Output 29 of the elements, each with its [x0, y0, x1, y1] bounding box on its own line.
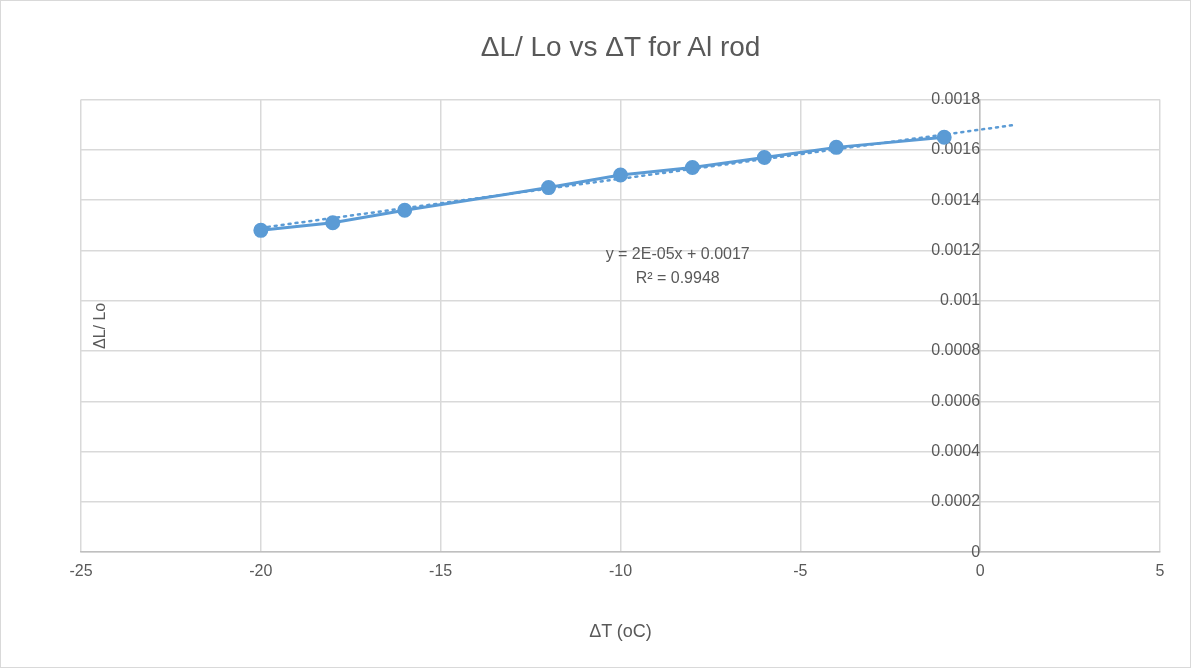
y-tick-label: 0.0004 — [931, 442, 981, 460]
point — [684, 159, 700, 175]
x-tick-label: -10 — [608, 562, 633, 580]
point — [613, 167, 628, 183]
x-tick-label: -5 — [793, 562, 808, 580]
x-tick-label: -20 — [249, 562, 273, 580]
x-tick-label: -25 — [69, 562, 93, 580]
point — [756, 149, 772, 165]
y-tick-label: 0.0006 — [931, 391, 981, 409]
x-axis-title: ΔT (oC) — [589, 621, 652, 642]
point — [397, 202, 413, 218]
y-tick-label: 0.0018 — [931, 90, 981, 108]
y-tick-label: 0.0008 — [931, 341, 981, 359]
point — [253, 222, 269, 238]
annotation: R² = 0.9948 — [635, 269, 720, 287]
point — [828, 139, 844, 155]
chart-title: ΔL/ Lo vs ΔT for Al rod — [480, 30, 761, 62]
x-tick-label: -15 — [429, 562, 453, 580]
y-tick-label: 0.0012 — [931, 240, 981, 258]
y-axis-title: ΔL/ Lo — [91, 302, 109, 350]
y-tick-label: 0.001 — [940, 291, 981, 309]
y-tick-label: 0.0014 — [931, 190, 981, 208]
point — [325, 215, 341, 231]
point — [541, 180, 557, 196]
y-tick-label: 0 — [971, 542, 981, 560]
annotation: y = 2E-05x + 0.0017 — [605, 245, 750, 263]
y-tick-label: 0.0002 — [931, 492, 981, 510]
x-tick-label: 5 — [1155, 562, 1165, 580]
y-tick-label: 0.0016 — [931, 140, 981, 158]
